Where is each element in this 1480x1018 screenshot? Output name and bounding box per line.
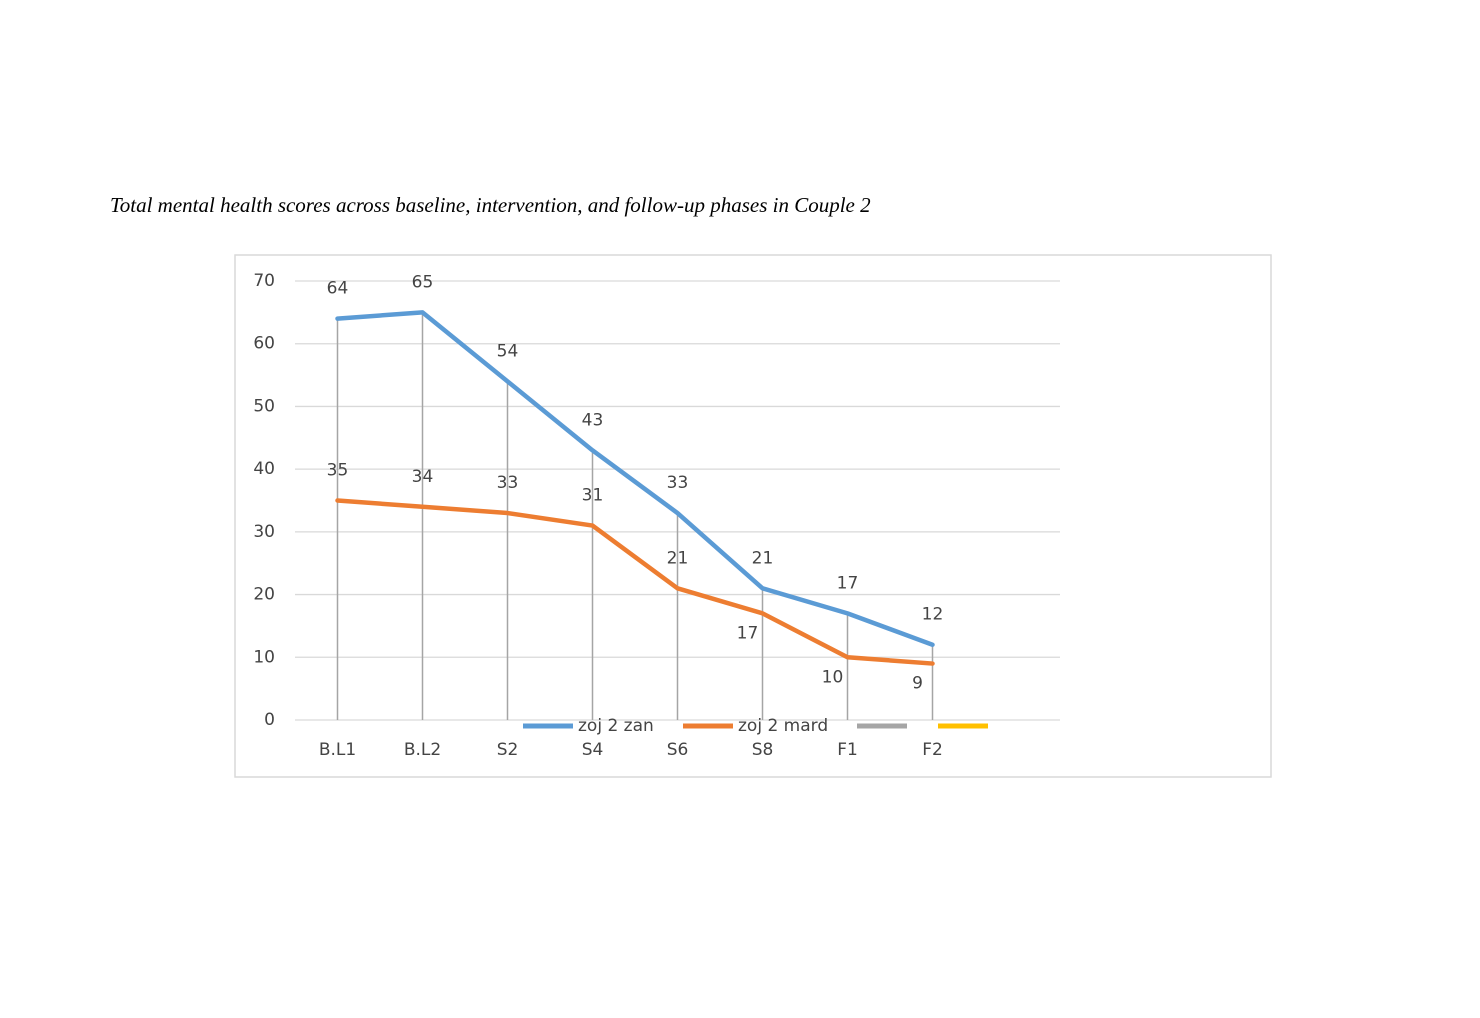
x-tick-label: B.L1 <box>319 740 356 760</box>
y-tick-label: 40 <box>253 459 275 479</box>
x-tick-label: F2 <box>922 740 943 760</box>
x-tick-label: S4 <box>582 740 604 760</box>
data-label: 31 <box>582 486 604 506</box>
data-label: 21 <box>667 548 689 568</box>
data-label: 43 <box>582 410 604 430</box>
y-tick-label: 30 <box>253 522 275 542</box>
y-tick-label: 10 <box>253 647 275 667</box>
y-tick-label: 50 <box>253 396 275 416</box>
data-label: 12 <box>922 605 944 625</box>
legend-label: zoj 2 zan <box>578 716 654 736</box>
x-tick-label: S6 <box>667 740 689 760</box>
x-tick-label: S8 <box>752 740 774 760</box>
y-tick-label: 70 <box>253 271 275 291</box>
data-label: 21 <box>752 548 774 568</box>
y-tick-label: 60 <box>253 334 275 354</box>
x-tick-label: B.L2 <box>404 740 441 760</box>
data-label: 10 <box>822 667 844 687</box>
data-label: 17 <box>737 623 759 643</box>
data-label: 65 <box>412 272 434 292</box>
data-label: 64 <box>327 279 349 299</box>
x-tick-label: F1 <box>837 740 858 760</box>
data-label: 9 <box>912 674 923 694</box>
chart-frame <box>234 254 1272 778</box>
data-label: 34 <box>412 467 434 487</box>
data-label: 33 <box>667 473 689 493</box>
data-label: 35 <box>327 461 349 481</box>
data-label: 54 <box>497 341 519 361</box>
series-line <box>335 498 935 666</box>
legend-label: zoj 2 mard <box>738 716 828 736</box>
data-label: 17 <box>837 573 859 593</box>
x-tick-label: S2 <box>497 740 519 760</box>
series-line <box>335 310 935 647</box>
y-tick-label: 0 <box>264 710 275 730</box>
data-label: 33 <box>497 473 519 493</box>
chart-title: Total mental health scores across baseli… <box>110 193 871 217</box>
y-tick-label: 20 <box>253 585 275 605</box>
